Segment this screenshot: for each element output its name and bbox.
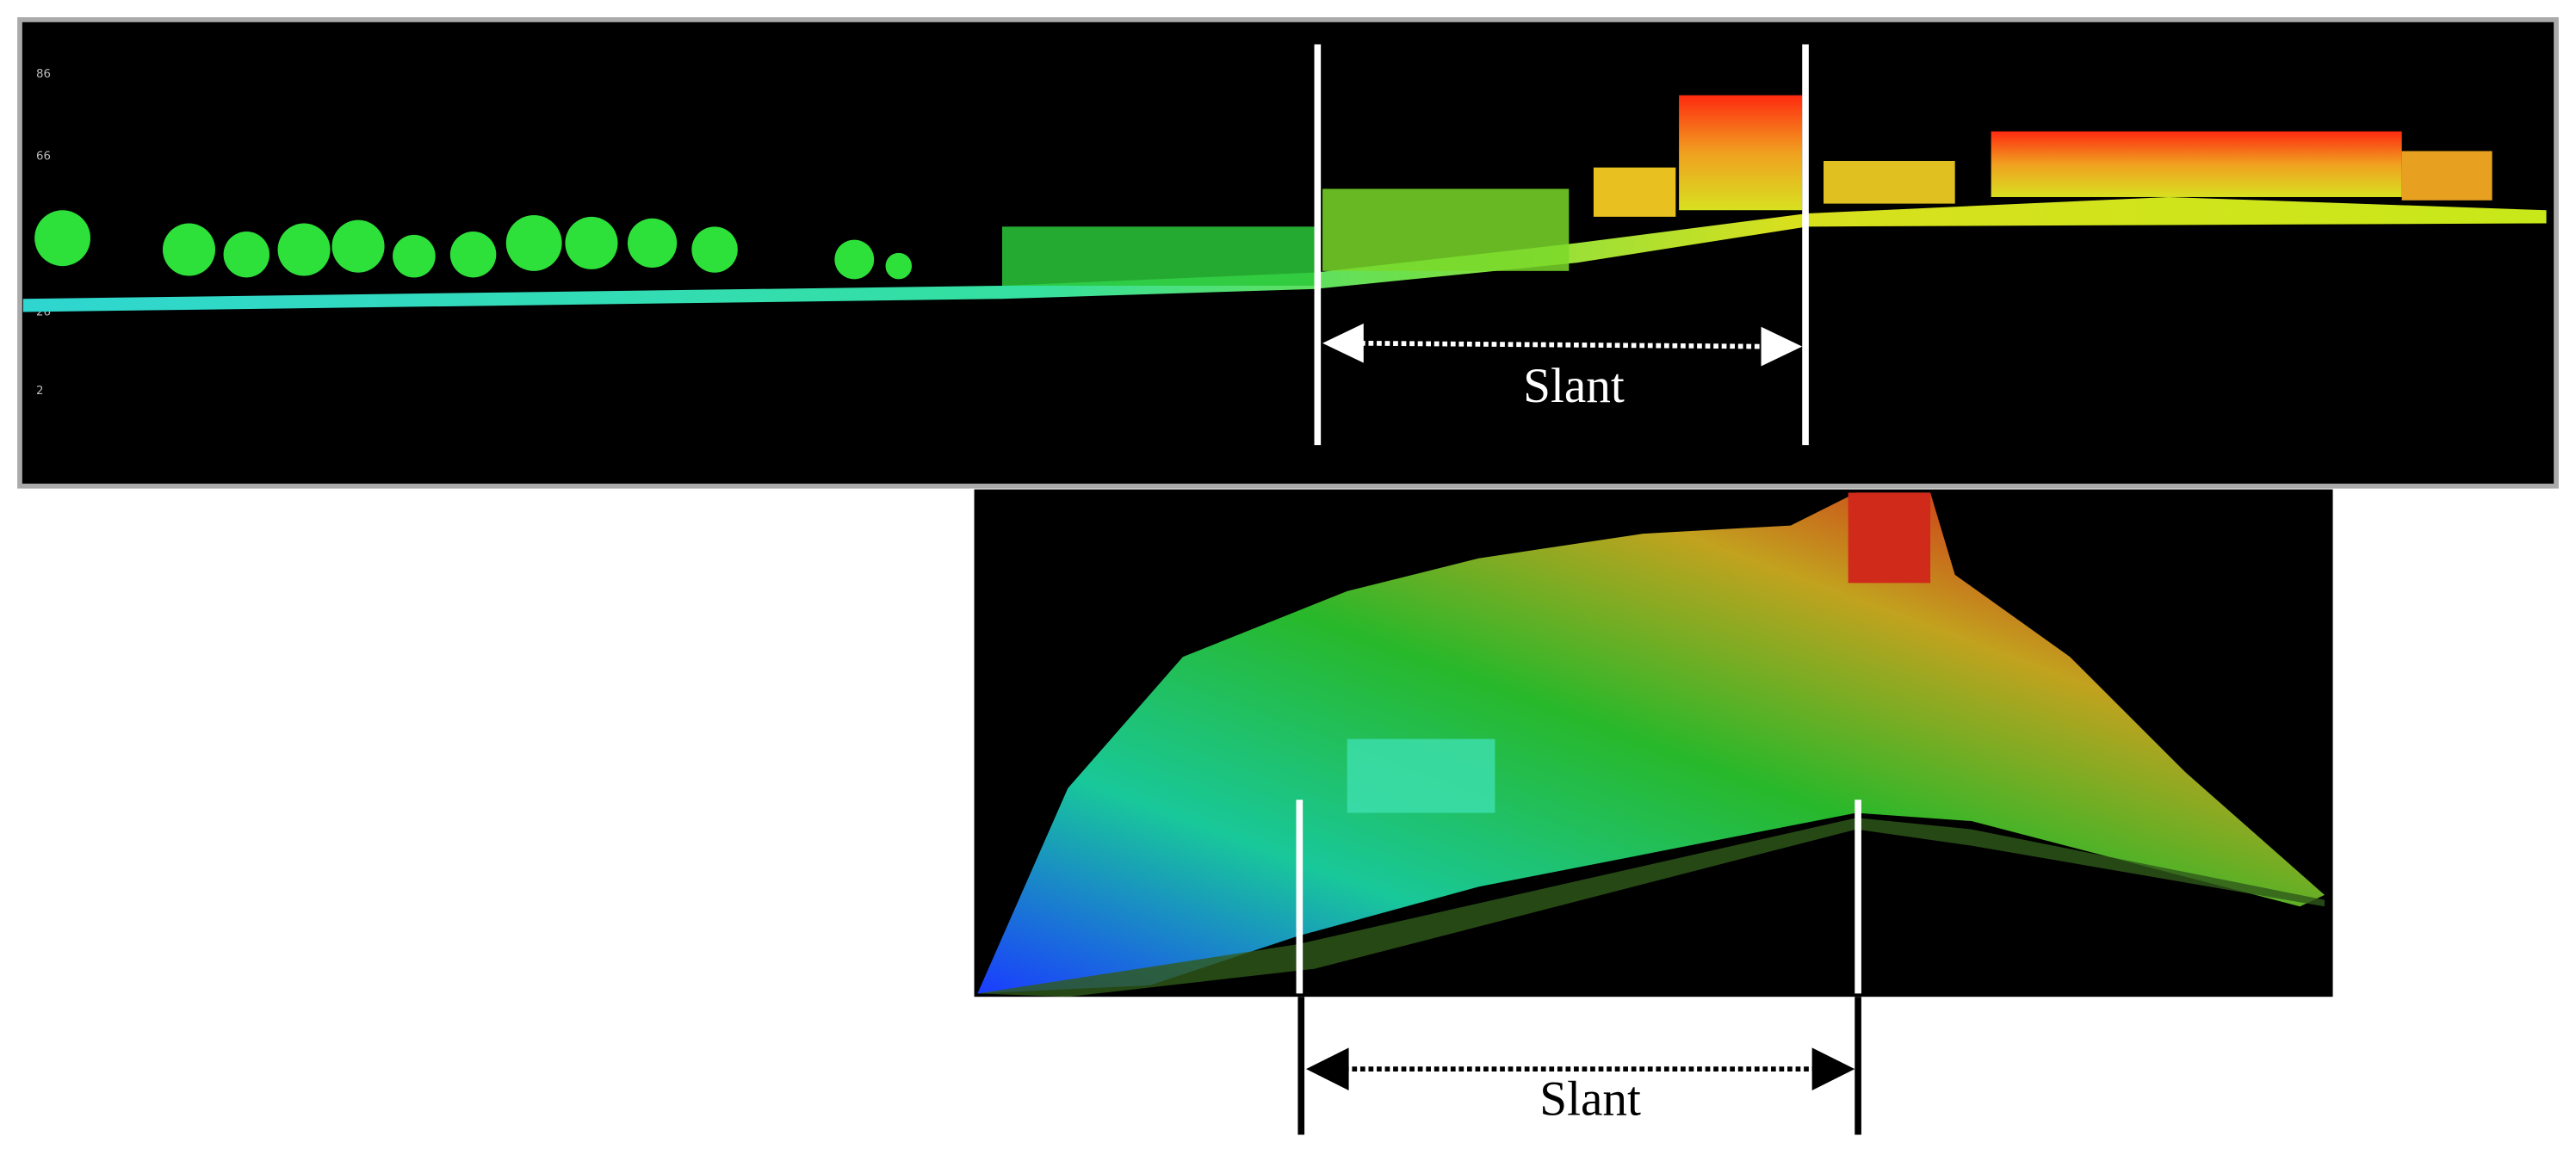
building [1991, 131, 2402, 197]
axis-label: 86 [36, 68, 51, 81]
terrain-panel [974, 489, 2333, 997]
slant-label: Slant [1523, 359, 1625, 413]
building [1347, 738, 1495, 813]
building [1001, 226, 1315, 287]
arrowhead [1761, 326, 1803, 367]
building [1322, 188, 1570, 271]
arrowhead [1811, 1047, 1855, 1090]
slope-face [977, 818, 2325, 997]
arrowhead [1322, 323, 1364, 363]
building [1593, 167, 1676, 217]
arrowhead [1305, 1047, 1349, 1090]
terrain-surface [977, 492, 2325, 994]
profile-panel: 86 66 46 26 2 Slant [17, 17, 2559, 489]
building [1848, 492, 1931, 584]
trees [34, 210, 913, 280]
axis-label: 66 [36, 150, 51, 163]
ground-points [22, 196, 2547, 312]
building [1824, 160, 1955, 204]
building [2401, 151, 2492, 201]
slant-label: Slant [1539, 1071, 1641, 1126]
axis-label: 2 [36, 385, 44, 398]
dimension-line [1359, 340, 1765, 349]
building [1679, 95, 1803, 211]
